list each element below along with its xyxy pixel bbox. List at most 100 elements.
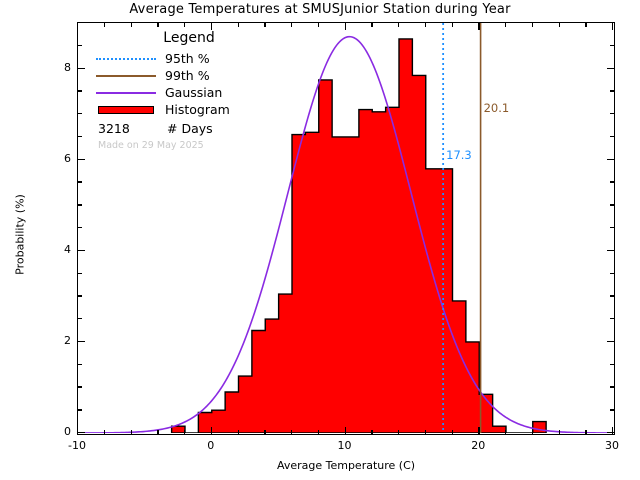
y-tick <box>77 44 82 47</box>
legend-item-gaussian[interactable]: Gaussian <box>96 84 326 101</box>
x-tick-top <box>237 22 239 27</box>
y-tick <box>77 295 82 297</box>
gaussian-curve <box>78 35 613 433</box>
y-tick-right <box>610 272 615 274</box>
x-tick-top <box>157 22 159 27</box>
x-tick-top <box>77 22 79 30</box>
histogram-swatch-icon <box>96 105 156 115</box>
x-tick-top <box>398 22 400 27</box>
x-tick <box>505 430 507 435</box>
y-tick <box>77 22 82 24</box>
x-tick-label: -10 <box>68 439 86 452</box>
legend-item-days: 3218 # Days <box>96 119 326 137</box>
x-tick <box>478 427 480 435</box>
legend: Legend 95th % 99th % Gaussian Histogram … <box>96 30 326 151</box>
x-tick <box>210 427 213 435</box>
y-tick-label: 6 <box>64 151 71 165</box>
x-tick-top <box>585 22 587 27</box>
legend-label: 99th % <box>165 68 210 83</box>
y-tick-right <box>607 432 615 434</box>
solid-line-icon <box>96 71 156 81</box>
x-tick-top <box>531 22 534 27</box>
y-tick <box>77 386 82 388</box>
y-tick-label: 2 <box>64 333 71 347</box>
legend-item-95th[interactable]: 95th % <box>96 50 326 67</box>
x-tick-top <box>210 22 213 30</box>
y-tick <box>77 113 82 115</box>
x-tick-label: 20 <box>471 439 486 452</box>
p95-value-label: 17.3 <box>446 148 472 163</box>
x-tick-top <box>424 22 427 27</box>
y-tick <box>77 272 82 274</box>
x-tick-label: 30 <box>605 439 619 452</box>
x-tick <box>291 430 293 435</box>
x-tick <box>317 430 320 435</box>
y-tick <box>77 135 82 138</box>
y-tick-right <box>610 135 615 138</box>
y-tick <box>77 249 85 252</box>
y-tick <box>77 409 82 411</box>
x-tick <box>424 430 427 435</box>
x-tick <box>451 430 453 435</box>
y-tick-right <box>610 318 615 320</box>
x-tick <box>77 427 79 435</box>
y-tick-label: 8 <box>64 60 71 74</box>
y-tick-right <box>610 90 615 92</box>
legend-label: Histogram <box>165 102 230 117</box>
x-tick <box>157 430 159 435</box>
x-tick <box>585 430 587 435</box>
y-tick-right <box>607 67 615 69</box>
y-tick-right <box>610 227 615 229</box>
y-tick-right <box>610 22 615 24</box>
plot-area <box>77 22 615 435</box>
chart-title: Average Temperatures at SMUSJunior Stati… <box>129 2 511 17</box>
x-tick-label: 0 <box>207 439 215 452</box>
x-tick <box>264 430 266 435</box>
gaussian-line-icon <box>96 88 156 98</box>
y-tick <box>77 67 85 69</box>
x-tick-top <box>264 22 266 27</box>
x-tick-top <box>317 22 320 27</box>
x-tick-top <box>291 22 293 27</box>
x-tick <box>371 430 373 435</box>
y-tick-label: 0 <box>64 425 71 438</box>
y-tick-right <box>610 181 615 183</box>
x-tick-label: 10 <box>337 439 352 452</box>
x-tick <box>344 427 346 435</box>
x-tick-top <box>612 22 614 30</box>
y-tick-right <box>610 295 615 297</box>
y-tick <box>77 363 82 365</box>
legend-item-99th[interactable]: 99th % <box>96 67 326 84</box>
x-tick-top <box>505 22 507 27</box>
days-count: 3218 <box>98 120 130 136</box>
y-tick <box>77 227 82 229</box>
y-tick-right <box>607 340 615 343</box>
x-tick-top <box>371 22 373 27</box>
y-tick <box>77 204 82 206</box>
x-tick <box>531 430 534 435</box>
y-tick <box>77 318 82 320</box>
legend-label: 95th % <box>165 51 210 66</box>
y-tick-right <box>610 386 615 388</box>
x-axis-label: Average Temperature (C) <box>276 459 416 472</box>
legend-item-histogram[interactable]: Histogram <box>96 101 326 118</box>
x-tick-top <box>130 22 132 27</box>
x-tick <box>558 430 560 435</box>
y-tick-right <box>610 363 615 365</box>
y-tick-right <box>610 204 615 206</box>
made-on-watermark: Made on 29 May 2025 <box>98 140 204 151</box>
y-tick-right <box>607 249 615 252</box>
y-tick <box>77 181 82 183</box>
x-tick <box>130 430 132 435</box>
x-tick-top <box>184 22 186 27</box>
y-tick <box>77 90 82 92</box>
y-tick-label: 4 <box>64 242 71 256</box>
y-tick <box>77 158 85 160</box>
x-tick <box>184 430 186 435</box>
x-tick-top <box>478 22 480 30</box>
y-tick-right <box>610 113 615 115</box>
chart-svg <box>78 23 613 433</box>
legend-title: Legend <box>163 30 215 46</box>
x-tick-top <box>103 22 106 27</box>
